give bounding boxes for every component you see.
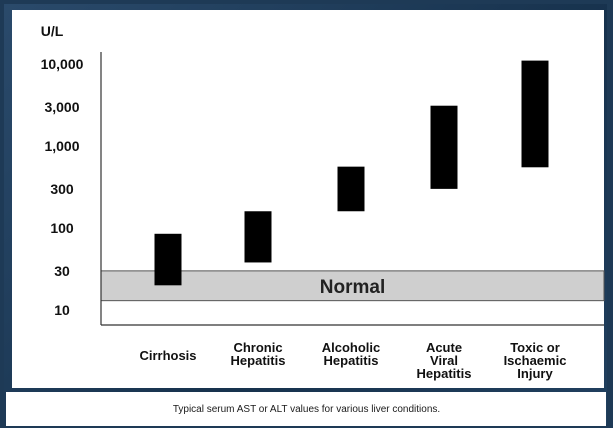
y-axis-label: U/L [41, 23, 64, 39]
category-label: Alcoholic Hepatitis [322, 340, 381, 368]
normal-band [100, 270, 605, 302]
y-tick-label: 300 [50, 181, 74, 197]
category-label: Chronic Hepatitis [231, 340, 286, 368]
range-bar [154, 233, 182, 286]
y-tick-label: 100 [50, 220, 74, 236]
range-bar [337, 166, 365, 212]
category-label: Cirrhosis [139, 348, 196, 363]
axes [100, 52, 604, 326]
category-label: Toxic or Ischaemic Injury [504, 340, 567, 381]
y-tick-label: 10 [54, 302, 70, 318]
range-bar [244, 211, 272, 263]
normal-band-label: Normal [320, 277, 385, 298]
range-bars [154, 60, 549, 286]
y-tick-label: 30 [54, 263, 70, 279]
range-bar [430, 105, 458, 189]
caption-bar [6, 392, 606, 426]
range-bar [521, 60, 549, 168]
y-tick-label: 3,000 [44, 99, 79, 115]
category-label: Acute Viral Hepatitis [417, 340, 472, 381]
chart-caption: Typical serum AST or ALT values for vari… [172, 404, 441, 415]
y-tick-label: 10,000 [41, 56, 84, 72]
y-ticks: 10 30 100 300 1,000 3,000 10,000 [41, 56, 84, 318]
normal-band-group: Normal [100, 270, 605, 302]
category-labels: Cirrhosis Chronic Hepatitis Alcoholic Hepati… [139, 340, 566, 381]
y-tick-label: 1,000 [44, 138, 79, 154]
